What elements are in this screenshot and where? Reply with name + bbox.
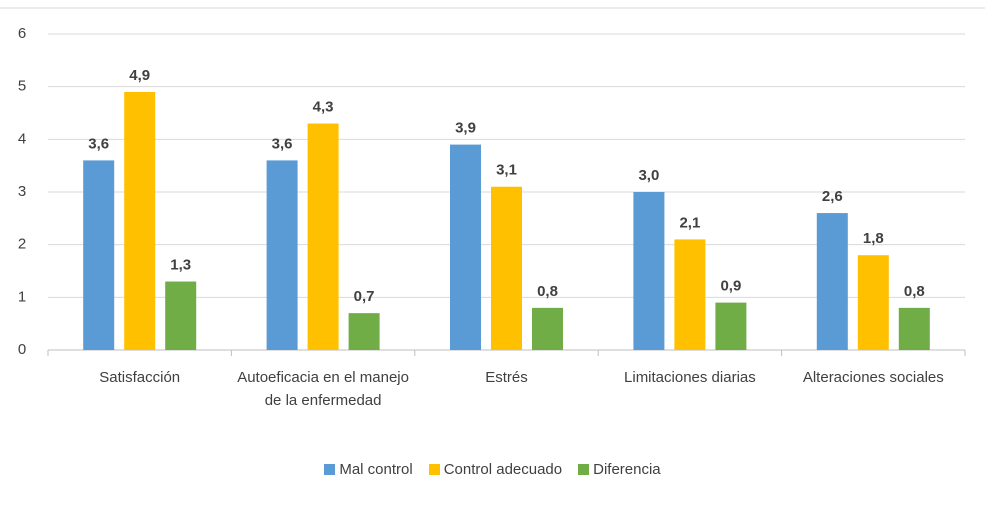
- data-label: 3,0: [638, 167, 659, 184]
- x-tick-label: Limitaciones diarias: [624, 369, 756, 386]
- bar: [307, 123, 339, 351]
- data-label: 4,3: [313, 99, 334, 116]
- y-tick-label: 5: [18, 78, 26, 95]
- data-label: 3,6: [88, 135, 109, 152]
- data-label: 1,3: [170, 257, 191, 274]
- bar: [165, 281, 197, 350]
- data-label: 3,6: [272, 135, 293, 152]
- legend-label: Diferencia: [593, 461, 661, 478]
- data-label: 0,9: [720, 278, 741, 295]
- bar: [124, 91, 156, 350]
- bar: [83, 160, 115, 350]
- data-label: 4,9: [129, 67, 150, 84]
- x-tick-label: Alteraciones sociales: [802, 369, 944, 386]
- data-label: 1,8: [863, 230, 884, 247]
- y-tick-label: 4: [18, 130, 26, 147]
- legend-item: Mal control: [324, 461, 413, 478]
- legend-item: Control adecuado: [428, 461, 563, 478]
- bar: [266, 160, 298, 350]
- bar: [348, 313, 380, 350]
- data-label: 0,8: [537, 283, 558, 300]
- y-tick-label: 1: [18, 288, 26, 305]
- bar: [450, 144, 481, 350]
- bar: [532, 307, 563, 350]
- data-label: 3,9: [455, 120, 476, 137]
- data-label: 3,1: [496, 162, 517, 179]
- legend-swatch: [578, 464, 590, 475]
- legend-label: Control adecuado: [443, 461, 563, 478]
- legend-item: Diferencia: [578, 461, 661, 478]
- bar: [816, 213, 848, 350]
- bar: [491, 186, 522, 350]
- y-tick-label: 0: [18, 341, 26, 358]
- bar: [715, 302, 747, 350]
- x-tick-label: Satisfacción: [99, 369, 181, 386]
- legend-swatch: [324, 464, 336, 475]
- legend-swatch: [428, 464, 440, 475]
- data-label: 2,1: [679, 214, 700, 231]
- legend-label: Mal control: [339, 461, 413, 478]
- x-tick-label: Autoeficacia en el manejo de la enfermed…: [237, 369, 409, 409]
- bar: [898, 307, 930, 350]
- bar: [857, 255, 889, 350]
- y-tick-label: 2: [18, 236, 26, 253]
- data-label: 0,8: [904, 283, 925, 300]
- data-label: 2,6: [822, 188, 843, 205]
- data-label: 0,7: [354, 288, 375, 305]
- y-tick-label: 3: [18, 183, 26, 200]
- bar: [674, 239, 706, 350]
- y-tick-label: 6: [18, 25, 26, 42]
- x-tick-label: Estrés: [485, 369, 528, 386]
- bar: [633, 192, 665, 350]
- legend: Mal control Control adecuado Diferencia: [0, 461, 985, 478]
